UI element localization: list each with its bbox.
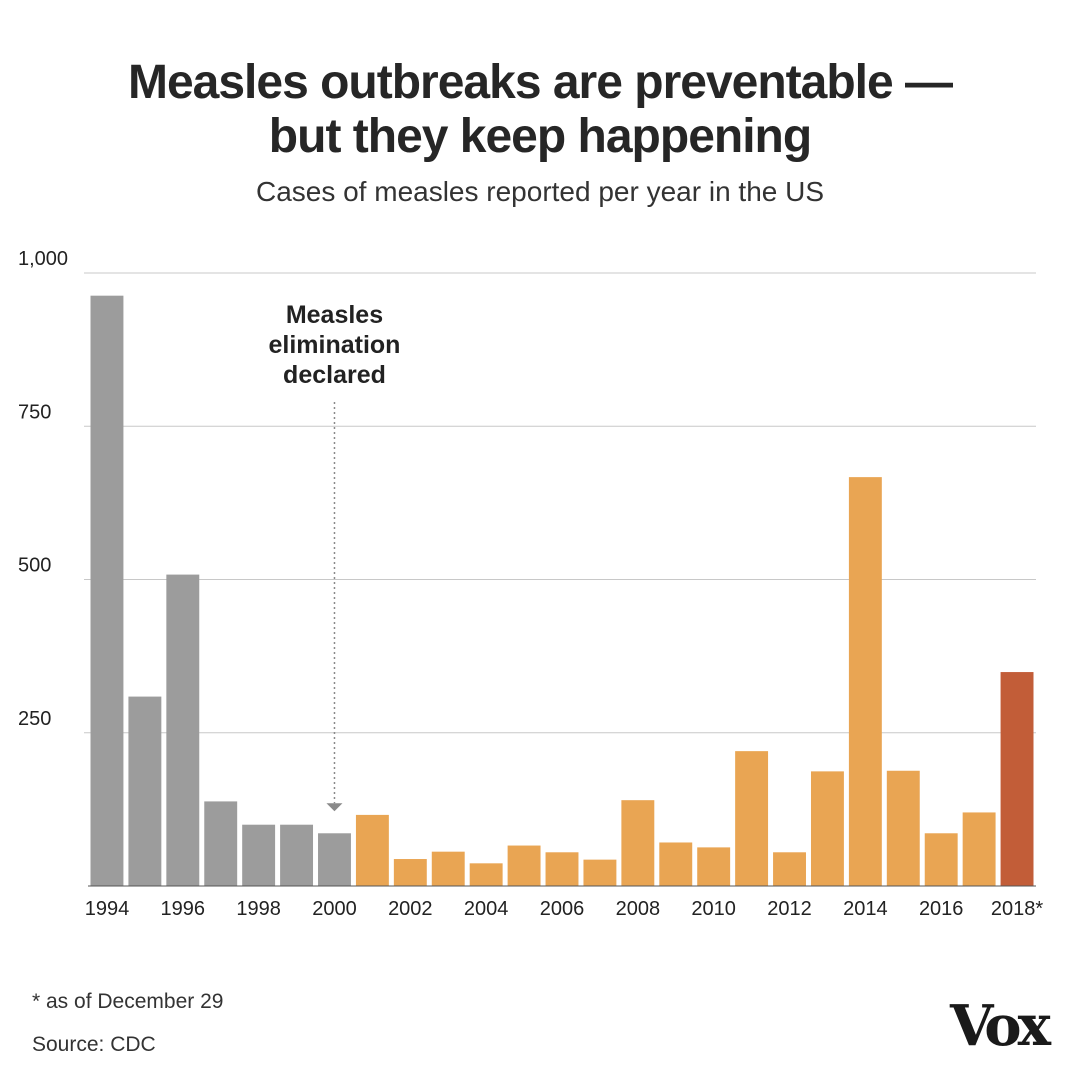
bar-2011 xyxy=(735,751,769,886)
y-tick-label: 750 xyxy=(18,401,51,423)
bar-1998 xyxy=(242,824,276,886)
x-tick-label: 2000 xyxy=(312,898,357,920)
bar-1995 xyxy=(128,696,162,886)
x-tick-label: 2012 xyxy=(767,898,812,920)
bar-1999 xyxy=(280,824,314,886)
annotation-line: elimination xyxy=(268,331,400,359)
bar-2015 xyxy=(886,770,920,886)
bar-2012 xyxy=(773,852,806,886)
x-tick-label: 2006 xyxy=(540,898,585,920)
chart-subtitle: Cases of measles reported per year in th… xyxy=(255,176,825,207)
annotation-arrow-head xyxy=(326,803,343,812)
x-tick-label: 2010 xyxy=(691,898,736,920)
bar-2013 xyxy=(810,771,844,886)
bar-2003 xyxy=(431,851,465,886)
bar-2005 xyxy=(507,845,541,886)
x-tick-label: 2014 xyxy=(843,898,888,920)
x-tick-label: 1998 xyxy=(236,898,281,920)
annotation-label: Measles elimination declared xyxy=(268,301,400,389)
bar-1997 xyxy=(204,801,238,886)
annotation-line: declared xyxy=(283,361,386,389)
y-tick-label: 250 xyxy=(18,708,51,730)
bar-2001 xyxy=(355,814,389,886)
chart-title-line-2: but they keep happening xyxy=(268,110,812,163)
bar-1994 xyxy=(90,295,124,886)
x-tick-label: 2016 xyxy=(919,898,964,920)
bar-2017 xyxy=(962,812,996,886)
bar-2000 xyxy=(318,833,351,886)
bar-2010 xyxy=(697,847,731,886)
bar-2008 xyxy=(621,800,655,886)
vox-logo: Vox xyxy=(950,993,1051,1059)
chart-title-line-1: Measles outbreaks are preventable — xyxy=(127,56,953,109)
x-tick-label: 1994 xyxy=(85,898,130,920)
bar-chart: 250 500 750 1,000 1994 1996 1998 2000 2002 2004 20… xyxy=(18,248,1043,920)
bar-2009 xyxy=(659,842,693,886)
bar-2007 xyxy=(583,859,617,886)
bar-2018 xyxy=(1000,672,1034,886)
x-tick-label: 2008 xyxy=(616,898,661,920)
x-tick-label: 2002 xyxy=(388,898,433,920)
source-note: Source: CDC xyxy=(32,1033,156,1056)
y-tick-label: 500 xyxy=(18,555,51,577)
x-tick-label: 1996 xyxy=(161,898,206,920)
bar-2004 xyxy=(469,863,503,886)
bar-2014 xyxy=(848,477,882,886)
x-tick-label: 2004 xyxy=(464,898,509,920)
bar-2002 xyxy=(393,859,427,886)
x-tick-label: 2018* xyxy=(991,898,1043,920)
y-tick-label: 1,000 xyxy=(18,248,68,270)
footnote: * as of December 29 xyxy=(32,990,224,1013)
bar-2016 xyxy=(924,833,958,886)
bar-1996 xyxy=(166,574,200,886)
chart-title: Measles outbreaks are preventable — but … xyxy=(0,56,1080,164)
annotation-line: Measles xyxy=(286,301,383,329)
bar-2006 xyxy=(545,852,579,886)
